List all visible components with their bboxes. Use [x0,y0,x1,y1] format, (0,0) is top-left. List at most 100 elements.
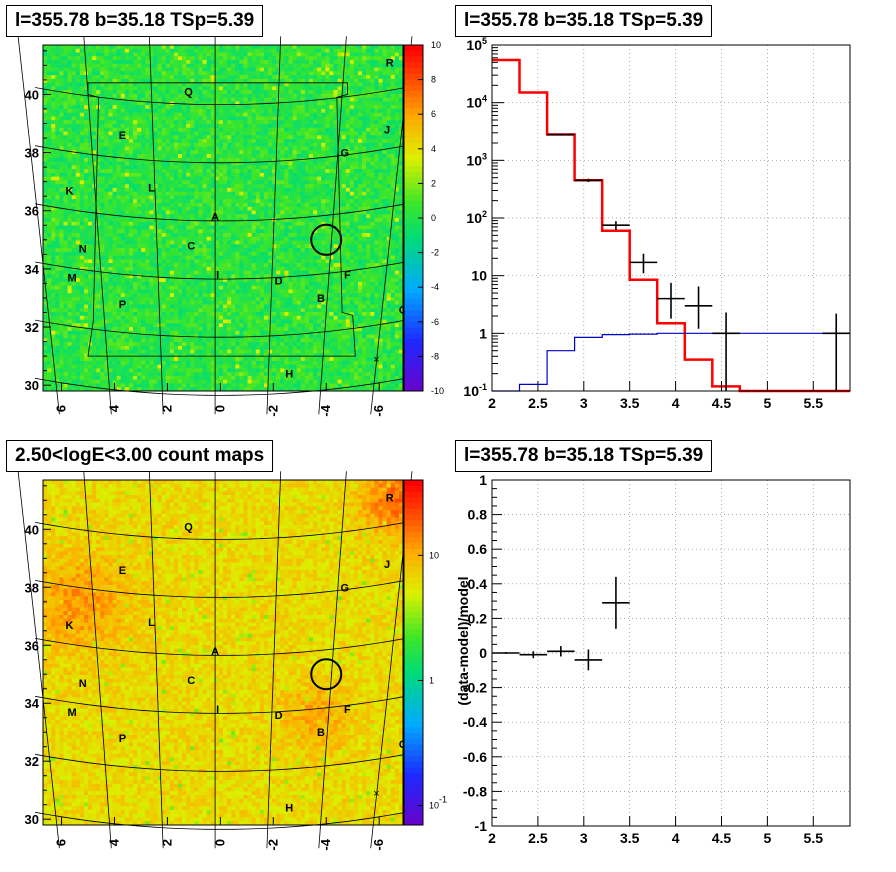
y-tick-label: 1 [479,325,487,341]
x-tick-label: 6 [54,405,69,412]
colorbar [404,480,423,826]
x-tick-label: 2.5 [528,830,548,846]
data-point [712,312,740,391]
x-tick-label: 0 [212,405,227,412]
x-tick-label: -6 [371,839,386,851]
y-tick-label: -0.2 [463,680,487,696]
ratio-point [574,649,603,671]
x-tick-label: 2 [488,830,496,846]
map-frame [42,44,404,392]
source-label-c: C [187,241,195,253]
source-label-k: K [65,185,73,197]
target-circle [310,658,343,691]
x-tick-label: 3 [580,395,588,411]
colorbar-label: 10-1 [429,795,447,811]
x-tick-label: 4 [106,838,121,846]
colorbar-label: 10 [429,550,439,560]
x-tick-label: 4 [106,404,121,412]
top-right-title: l=355.78 b=35.18 TSp=5.39 [455,5,713,37]
source-label-c: C [187,675,195,687]
ratio-point [602,576,630,629]
source-label-b: B [317,727,325,739]
x-tick-label: 3.5 [620,395,640,411]
model-total-line [492,58,850,393]
colorbar-label: 0 [431,213,436,223]
data-point [602,221,630,230]
colorbar-label: -10 [431,386,444,396]
data-point [629,253,658,274]
y-tick-label: 104 [466,94,487,111]
y-tick-label: 0 [479,645,487,661]
x-tick-label: -2 [265,839,280,851]
y-tick-label: -0.8 [463,783,487,799]
source-label-q: Q [184,521,193,533]
y-tick-label: -0.4 [463,714,487,730]
source-label-d: D [275,710,283,722]
y-tick-label: 34 [25,262,40,277]
y-tick-label: -1 [475,818,488,834]
source-label-a: A [211,646,219,658]
source-label-j: J [384,559,390,571]
map-pixels [43,480,404,826]
x-tick-label: 2 [488,395,496,411]
colorbar-label: -2 [431,248,439,258]
x-tick-label: 2.5 [528,395,548,411]
y-tick-label: 32 [25,754,39,769]
source-label-j: J [384,124,390,136]
x-tick-label: 5.5 [804,830,824,846]
x-tick-label: 3.5 [620,830,640,846]
y-tick-label: 36 [25,204,39,219]
data-point [684,286,713,329]
x-tick-label: -4 [318,838,333,850]
spectrum-panel: 2 2.5 3 3.5 4 4.5 5 5.5 10-1 1 10 102 103 104 105 [463,36,851,411]
source-label-k: K [65,620,73,632]
colorbar-label: 6 [431,109,436,119]
source-label-a: A [211,212,219,224]
x-tick-label: 3 [580,830,588,846]
data-point [822,313,850,391]
residual-ratio-panel: 2 2.5 3 3.5 4 4.5 5 5.5 -1 -0.8 -0.6 -0.4 -0.2 0 0.2 0.… [455,472,851,846]
marker-cross: × [373,354,379,366]
y-tick-label: 38 [25,580,39,595]
source-label-l: L [148,617,155,629]
source-label-f: F [344,270,351,282]
source-label-p: P [119,299,126,311]
source-label-l: L [148,182,155,194]
source-label-o: O [399,305,408,317]
top-left-title: l=355.78 b=35.18 TSp=5.39 [6,5,264,37]
source-label-q: Q [184,87,193,99]
colorbar-label: -6 [431,317,439,327]
source-label-g: G [340,148,349,160]
source-label-n: N [79,244,87,256]
y-tick-label: 34 [25,696,40,711]
x-tick-label: -6 [371,405,386,417]
x-tick-label: 2 [159,405,174,412]
y-tick-label: 0.2 [468,610,488,626]
target-circle [310,223,343,256]
roi-outline [87,82,356,357]
source-label-r: R [386,57,394,69]
source-label-e: E [119,565,126,577]
x-tick-label: 5.5 [804,395,824,411]
colorbar-label: 2 [431,178,436,188]
grid [491,44,850,392]
source-label-i: I [216,704,219,716]
x-tick-label: 6 [54,839,69,846]
x-tick-label: 5 [763,830,771,846]
source-label-i: I [216,270,219,282]
source-label-r: R [386,492,394,504]
y-tick-label: -0.6 [463,749,487,765]
y-tick-label: 1 [479,472,487,488]
colorbar-label: 4 [431,144,436,154]
y-tick-label: 105 [466,36,487,53]
source-label-d: D [275,276,283,288]
y-tick-label: 0.6 [468,541,488,557]
data-point [574,178,603,183]
ratio-point [547,646,575,657]
y-tick-label: 10 [471,268,487,284]
x-tick-label: 0 [212,839,227,846]
x-tick-label: -2 [265,405,280,417]
source-label-h: H [285,803,293,815]
